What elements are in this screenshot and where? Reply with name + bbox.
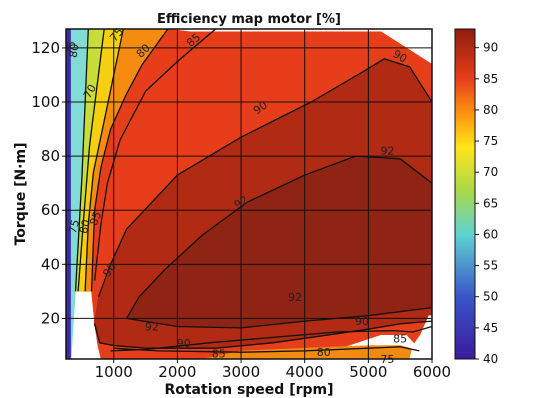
x-tick-label: 4000 xyxy=(286,363,324,381)
contour-label: 80 xyxy=(67,43,82,59)
contour-line-70 xyxy=(77,29,105,292)
x-tick-label: 3000 xyxy=(222,363,260,381)
y-tick-label: 80 xyxy=(41,147,60,165)
colorbar-tick-label: 60 xyxy=(483,227,498,241)
efficiency-region-0 xyxy=(66,29,72,359)
contour-label: 90 xyxy=(391,47,410,65)
contour-label: 85 xyxy=(212,348,226,361)
y-tick-label: 40 xyxy=(41,255,60,273)
contour-label: 92 xyxy=(145,321,159,334)
x-axis-label: Rotation speed [rpm] xyxy=(164,382,333,398)
contour-label: 92 xyxy=(232,193,251,211)
contour-label: 90 xyxy=(355,315,369,328)
chart-title: Efficiency map motor [%] xyxy=(157,12,341,27)
colorbar-tick-label: 85 xyxy=(483,72,498,86)
y-tick-label: 100 xyxy=(31,93,60,111)
y-axis-label: Torque [N·m] xyxy=(13,143,29,246)
contour-label: 70 xyxy=(81,82,99,101)
contour-label: 75 xyxy=(66,218,82,235)
colorbar-tick-label: 45 xyxy=(483,321,498,335)
contour-label: 85 xyxy=(393,333,407,346)
y-tick-label: 120 xyxy=(31,39,60,57)
colorbar-tick-label: 40 xyxy=(483,352,498,366)
contour-line-75 xyxy=(84,29,124,292)
y-axis-ticks: 20 40 60 80 100 120 xyxy=(31,39,66,327)
colorbar-tick-label: 90 xyxy=(483,41,498,55)
plot-frame xyxy=(65,28,433,360)
colorbar xyxy=(454,28,476,360)
colorbar-tick-label: 80 xyxy=(483,103,498,117)
colorbar-tick-label: 55 xyxy=(483,259,498,273)
contour-label: 80 xyxy=(77,218,93,235)
colorbar-tick-label: 50 xyxy=(483,290,498,304)
colorbar-ticks: 40 45 50 55 60 65 70 75 80 85 90 xyxy=(475,41,498,366)
colorbar-tick-label: 75 xyxy=(483,134,498,148)
efficiency-regions xyxy=(66,29,432,359)
contour-label: 92 xyxy=(380,145,394,158)
grid-lines xyxy=(66,29,432,359)
colorbar-tick-label: 65 xyxy=(483,196,498,210)
contour-label: 80 xyxy=(317,346,331,359)
x-tick-label: 6000 xyxy=(413,363,451,381)
contour-line-80 xyxy=(90,29,169,292)
contour-line-85 xyxy=(93,29,217,281)
contour-label: 85 xyxy=(87,210,104,228)
x-tick-label: 5000 xyxy=(349,363,387,381)
contour-lines xyxy=(74,29,432,353)
contour-line-92 xyxy=(125,155,432,319)
colorbar-tick-label: 70 xyxy=(483,165,498,179)
contour-line-80 xyxy=(113,346,420,353)
contour-line-75 xyxy=(74,29,89,292)
contour-line-90 xyxy=(93,320,432,349)
y-tick-label: 60 xyxy=(41,201,60,219)
contour-line-92 xyxy=(126,306,432,329)
contour-label: 75 xyxy=(63,40,78,56)
x-tick-label: 1000 xyxy=(95,363,133,381)
efficiency-region-9 xyxy=(409,315,432,359)
contour-label: 90 xyxy=(177,337,191,350)
x-tick-label: 2000 xyxy=(158,363,196,381)
x-axis-ticks: 1000 2000 3000 4000 5000 6000 xyxy=(95,359,451,381)
y-tick-label: 20 xyxy=(41,309,60,327)
contour-line-90 xyxy=(97,58,432,298)
contour-label: 92 xyxy=(288,291,302,304)
